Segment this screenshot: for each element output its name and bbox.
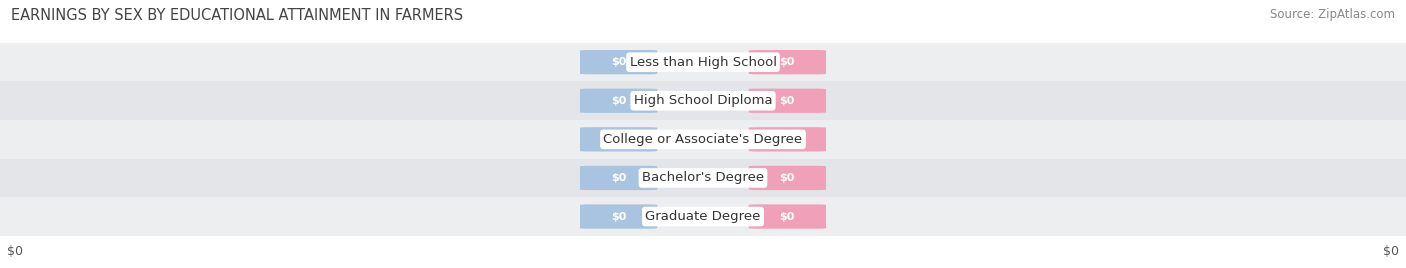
Bar [0,197,1406,236]
FancyBboxPatch shape [749,204,827,229]
FancyBboxPatch shape [581,50,658,74]
Text: $0: $0 [780,96,794,106]
Text: EARNINGS BY SEX BY EDUCATIONAL ATTAINMENT IN FARMERS: EARNINGS BY SEX BY EDUCATIONAL ATTAINMEN… [11,8,464,23]
Text: $0: $0 [612,57,626,67]
Text: Source: ZipAtlas.com: Source: ZipAtlas.com [1270,8,1395,21]
Text: Bachelor's Degree: Bachelor's Degree [643,172,763,184]
Text: College or Associate's Degree: College or Associate's Degree [603,133,803,146]
Text: $0: $0 [7,245,22,258]
Bar [0,43,1406,81]
Text: Graduate Degree: Graduate Degree [645,210,761,223]
Text: $0: $0 [612,211,626,222]
Text: $0: $0 [612,96,626,106]
FancyBboxPatch shape [581,89,658,113]
FancyBboxPatch shape [749,50,827,74]
Bar [0,159,1406,197]
Bar [0,120,1406,159]
FancyBboxPatch shape [581,166,658,190]
FancyBboxPatch shape [581,204,658,229]
Text: High School Diploma: High School Diploma [634,94,772,107]
FancyBboxPatch shape [749,89,827,113]
Text: $0: $0 [1384,245,1399,258]
Bar [0,81,1406,120]
FancyBboxPatch shape [749,127,827,151]
FancyBboxPatch shape [581,127,658,151]
Text: $0: $0 [780,57,794,67]
FancyBboxPatch shape [749,166,827,190]
Text: $0: $0 [780,211,794,222]
Text: $0: $0 [612,173,626,183]
Text: Less than High School: Less than High School [630,56,776,69]
Text: $0: $0 [612,134,626,144]
Text: $0: $0 [780,173,794,183]
Text: $0: $0 [780,134,794,144]
